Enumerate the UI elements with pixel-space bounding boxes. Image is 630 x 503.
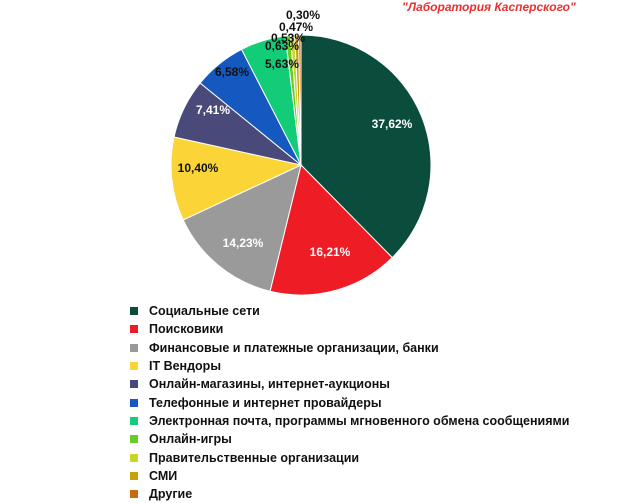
- legend-swatch: [130, 362, 138, 371]
- legend-label: СМИ: [149, 468, 178, 483]
- legend-label: IT Вендоры: [149, 359, 221, 374]
- slice-value-label: 0,47%: [279, 20, 313, 34]
- slice-value-label: 5,63%: [265, 57, 299, 71]
- legend-swatch: [130, 380, 138, 389]
- legend-swatch: [130, 453, 138, 462]
- legend-item: Онлайн-игры: [130, 430, 569, 448]
- legend-swatch: [130, 398, 138, 407]
- legend-item: Поисковики: [130, 320, 569, 338]
- legend-label: Социальные сети: [149, 304, 260, 319]
- slice-value-label: 0,53%: [271, 31, 305, 45]
- legend-item: IT Вендоры: [130, 357, 569, 375]
- legend-swatch: [130, 343, 138, 352]
- legend-label: Другие: [149, 487, 193, 502]
- legend-item: Правительственные организации: [130, 448, 569, 466]
- legend-label: Телефонные и интернет провайдеры: [149, 395, 382, 410]
- legend-item: Другие: [130, 485, 569, 503]
- legend-item: Электронная почта, программы мгновенного…: [130, 412, 569, 430]
- legend-swatch: [130, 325, 138, 334]
- legend-label: Правительственные организации: [149, 450, 360, 465]
- legend-item: Онлайн-магазины, интернет-аукционы: [130, 375, 569, 393]
- legend-item: Телефонные и интернет провайдеры: [130, 393, 569, 411]
- legend: Социальные сети Поисковики Финансовые и пл…: [130, 302, 569, 503]
- legend-label: Поисковики: [149, 322, 224, 337]
- pie-chart: 37,62% 16,21% 14,23% 10,40% 7,41% 6,58% 5,63% 0…: [170, 8, 432, 296]
- legend-item: СМИ: [130, 467, 569, 485]
- pie-slice: [300, 34, 432, 259]
- pie-slice: [170, 136, 303, 221]
- watermark-label: "Лаборатория Касперского": [402, 0, 576, 14]
- legend-swatch: [130, 471, 138, 480]
- legend-item: Социальные сети: [130, 302, 569, 320]
- slice-value-label: 37,62%: [372, 117, 413, 131]
- pie-slice: [298, 34, 302, 166]
- legend-swatch: [130, 307, 138, 316]
- slice-value-label: 0,30%: [286, 8, 320, 22]
- legend-label: Электронная почта, программы мгновенного…: [149, 413, 570, 428]
- legend-label: Онлайн-игры: [149, 432, 232, 447]
- slice-value-label: 0,63%: [265, 39, 299, 53]
- legend-label: Онлайн-магазины, интернет-аукционы: [149, 377, 390, 392]
- slice-value-label: 10,40%: [178, 161, 219, 175]
- slice-value-label: 16,21%: [310, 245, 351, 259]
- slice-value-label: 14,23%: [223, 236, 264, 250]
- pie-slice: [182, 164, 302, 292]
- pie-slice: [269, 164, 393, 296]
- legend-swatch: [130, 416, 138, 425]
- legend-swatch: [130, 435, 138, 444]
- slice-value-label: 7,41%: [196, 103, 230, 117]
- legend-item: Финансовые и платежные организации, банк…: [130, 339, 569, 357]
- slice-value-label: 6,58%: [215, 65, 249, 79]
- legend-swatch: [130, 490, 138, 499]
- legend-label: Финансовые и платежные организации, банк…: [149, 340, 439, 355]
